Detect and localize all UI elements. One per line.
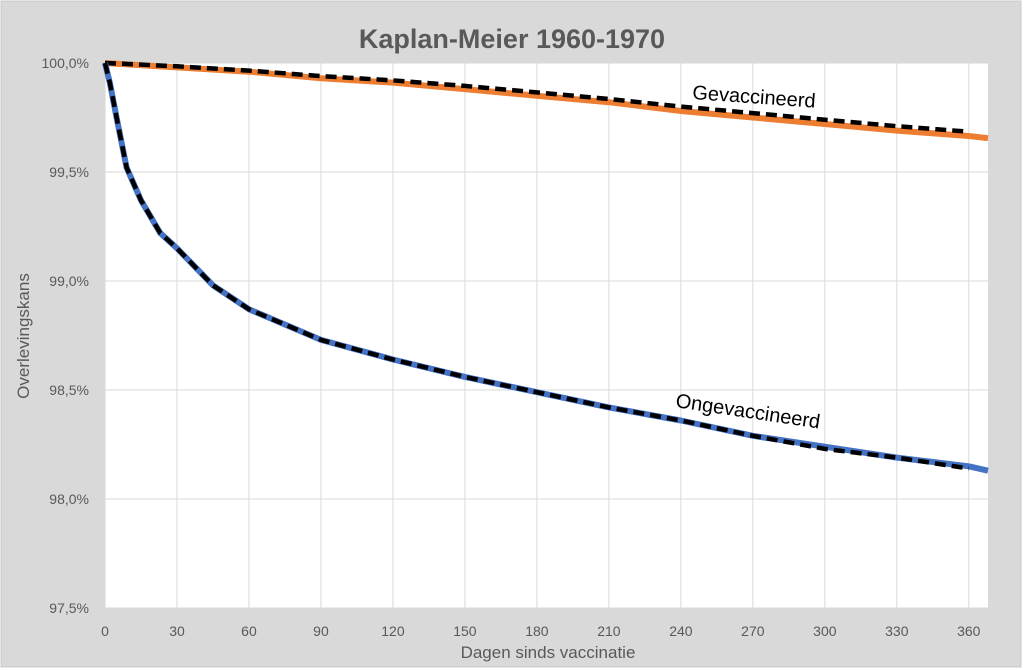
- x-tick-label: 180: [525, 623, 549, 639]
- x-tick-label: 360: [957, 623, 981, 639]
- x-tick-label: 60: [241, 623, 257, 639]
- y-axis-label: Overlevingskans: [14, 273, 33, 399]
- series-group: [102, 60, 989, 474]
- y-tick-label: 99,0%: [49, 273, 89, 289]
- x-tick-label: 0: [101, 623, 109, 639]
- y-tick-label: 98,5%: [49, 382, 89, 398]
- y-tick-label: 99,5%: [49, 164, 89, 180]
- tick-labels: 0 30 60 90 120 150 180 210 240 270 300 330 360 97,5% 9…: [42, 55, 981, 639]
- x-tick-label: 330: [885, 623, 909, 639]
- model-dashed-line-3: [102, 62, 970, 471]
- x-tick-label: 90: [313, 623, 329, 639]
- x-tick-label: 120: [381, 623, 405, 639]
- y-tick-label: 97,5%: [49, 600, 89, 616]
- y-tick-label: 98,0%: [49, 491, 89, 507]
- x-tick-label: 30: [169, 623, 185, 639]
- x-tick-label: 240: [669, 623, 693, 639]
- gridlines: [104, 62, 988, 609]
- x-tick-label: 300: [813, 623, 837, 639]
- x-tick-label: 150: [453, 623, 477, 639]
- plot-area: [105, 63, 988, 608]
- x-tick-label: 270: [741, 623, 765, 639]
- model-dashed-line-1: [104, 60, 969, 134]
- x-axis-label: Dagen sinds vaccinatie: [461, 643, 636, 662]
- x-tick-label: 210: [597, 623, 621, 639]
- y-tick-label: 100,0%: [42, 55, 89, 71]
- chart-title: Kaplan-Meier 1960-1970: [359, 24, 665, 54]
